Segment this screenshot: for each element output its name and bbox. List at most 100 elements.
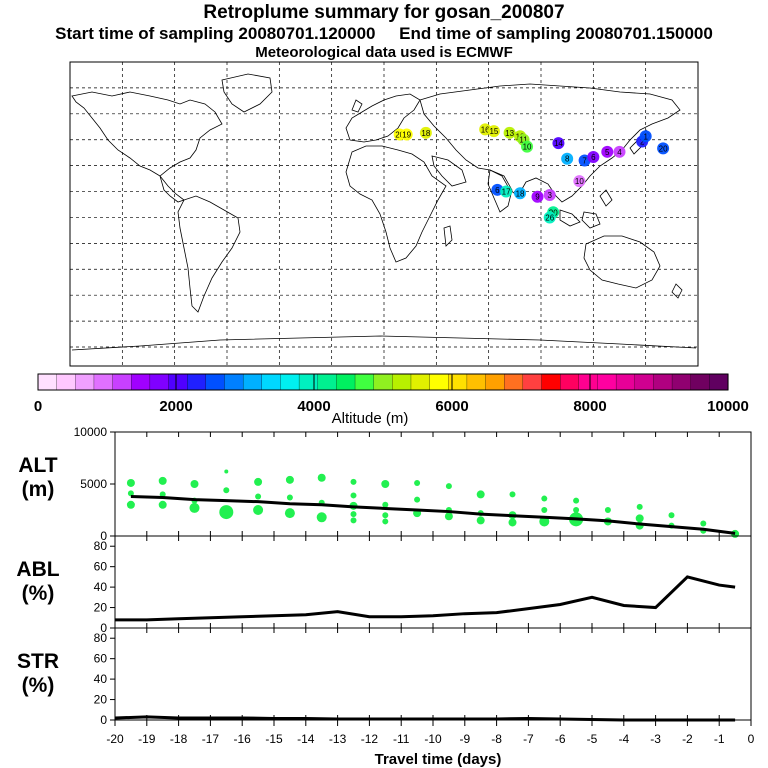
alt-point (224, 469, 229, 474)
colorbar-cell (298, 373, 319, 391)
colorbar-tick-label: 4000 (297, 398, 330, 415)
colorbar-cell (429, 373, 449, 391)
alt-point (285, 475, 294, 484)
trajectory-marker (514, 187, 527, 200)
alt-point (604, 507, 611, 513)
colorbar-cell (224, 373, 244, 391)
y-tick-label: 60 (94, 652, 108, 666)
x-axis-tick-label: -7 (523, 732, 534, 746)
alt-point (382, 512, 389, 519)
str-line (114, 715, 736, 722)
colorbar-cell (373, 373, 393, 391)
trajectory-marker-label: 1 (643, 132, 648, 141)
trajectory-marker-label: 26 (545, 213, 554, 222)
x-axis-tick-label: -19 (138, 732, 156, 746)
abl-panel: 80 60 40 20 0 ABL(%) (16, 535, 752, 635)
alt-point (382, 501, 389, 508)
trajectory-marker-label: 20 (659, 144, 668, 153)
x-axis-tick-label: -14 (297, 732, 315, 746)
met-data-line: Meteorological data used is ECMWF (255, 44, 513, 61)
trajectory-marker-label: 17 (502, 188, 511, 197)
x-axis-tick-label: -9 (459, 732, 470, 746)
x-axis-tick-label: -1 (714, 732, 725, 746)
panel-y-label: (%) (22, 674, 55, 697)
y-tick-label: 40 (94, 580, 108, 594)
alt-point (223, 487, 230, 494)
trajectory-marker (503, 126, 516, 139)
alt-point (350, 478, 357, 485)
y-tick-label: 10000 (74, 425, 108, 439)
alt-point (316, 512, 327, 523)
trajectory-marker-label: 6 (591, 153, 596, 162)
colorbar-tick-label: 0 (34, 398, 42, 415)
x-axis-tick-label: -6 (555, 732, 566, 746)
colorbar-cell (205, 373, 226, 391)
alt-point (189, 502, 200, 513)
x-axis-tick-label: -16 (234, 732, 252, 746)
colorbar-label: Altitude (m) (332, 410, 409, 427)
alt-point (476, 490, 485, 499)
alt-point (350, 492, 357, 499)
alt-point (255, 493, 262, 500)
alt-point (158, 500, 167, 509)
alt-point (541, 507, 548, 513)
colorbar-cell (75, 373, 95, 391)
colorbar-cell (37, 373, 58, 391)
x-axis-tick-label: -11 (393, 732, 410, 746)
trajectory-marker-label: 16 (481, 125, 490, 134)
alt-point (573, 507, 580, 513)
colorbar-cell (541, 373, 561, 391)
alt-point (350, 517, 357, 524)
alt-point (636, 503, 643, 510)
colorbar-cell (336, 373, 356, 391)
x-axis-tick-label: -2 (682, 732, 693, 746)
x-axis: Travel time (days) -20 -19 -18 -17 -16 -15 -14… (106, 720, 755, 768)
trajectory-marker (657, 142, 670, 155)
colorbar-tick-label: 10000 (707, 398, 749, 415)
alt-point (573, 497, 580, 504)
alt-point (317, 473, 326, 482)
colorbar-cell (242, 373, 263, 391)
trajectory-marker (419, 126, 432, 139)
trajectory-marker-label: 11 (519, 136, 528, 145)
colorbar-cell (448, 373, 468, 391)
colorbar-cell (560, 373, 580, 391)
trajectory-marker (487, 125, 500, 138)
colorbar-cell (131, 373, 151, 391)
alt-point (382, 518, 389, 525)
colorbar-cell (522, 373, 543, 391)
colorbar-cell (410, 373, 431, 391)
alt-point (445, 483, 452, 490)
trajectory-marker-label: 20 (549, 208, 558, 217)
trajectory-marker-label: 18 (516, 189, 525, 198)
colorbar-cell (653, 373, 673, 391)
alt-point (476, 516, 485, 525)
panel-y-label: ALT (18, 454, 57, 477)
trajectory-marker-label: 5 (605, 148, 610, 157)
trajectory-marker-label: 3 (547, 191, 552, 200)
trajectory-marker-label: 15 (489, 127, 498, 136)
colorbar-cell (261, 373, 281, 391)
x-axis-tick-label: 0 (748, 732, 755, 746)
alt-point (700, 520, 707, 527)
x-axis-tick-label: -17 (202, 732, 220, 746)
alt-point (253, 505, 264, 515)
trajectory-marker (521, 140, 534, 153)
alt-point (539, 516, 550, 527)
trajectory-marker-label: 10 (575, 177, 584, 186)
colorbar-cell (690, 373, 710, 391)
colorbar-cell (578, 373, 599, 391)
x-axis-tick-label: -18 (170, 732, 188, 746)
y-tick-label: 0 (100, 713, 107, 727)
alt-point (509, 491, 516, 498)
colorbar-cell (504, 373, 524, 391)
trajectory-marker (639, 130, 652, 143)
alt-point (158, 476, 167, 485)
colorbar-cell (466, 373, 487, 391)
trajectory-marker (587, 151, 600, 163)
y-tick-label: 20 (94, 693, 108, 707)
trajectory-marker-label: 20 (395, 131, 404, 140)
x-axis-tick-label: -20 (106, 732, 124, 746)
trajectory-marker (601, 145, 614, 158)
alt-point (284, 508, 295, 519)
